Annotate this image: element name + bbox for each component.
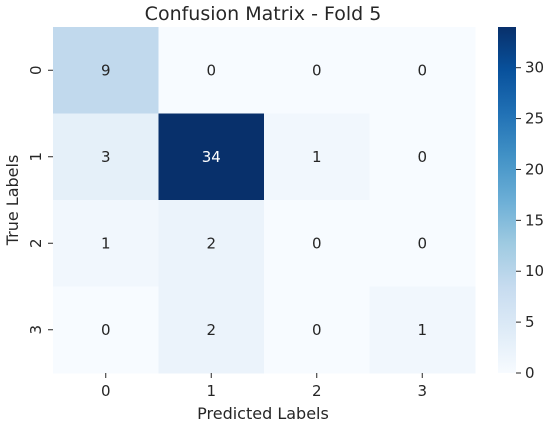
colorbar-tick-label: 5 [525,313,535,331]
colorbar-tick-label: 25 [525,110,544,128]
heatmap-cell [264,113,370,201]
cell-value-label: 0 [312,61,322,79]
colorbar-tick-label: 0 [525,364,535,382]
cell-value-label: 0 [417,148,427,166]
cell-value-label: 0 [206,61,216,79]
y-tick-label: 0 [27,65,45,75]
colorbar-tick-label: 20 [525,160,544,178]
x-axis-ticks: 0 1 2 3 [101,373,427,400]
heatmap-cell [158,113,265,201]
heatmap-cell [369,286,476,374]
colorbar [498,27,516,373]
cell-value-label: 1 [417,321,427,339]
cell-value-label: 34 [202,148,221,166]
colorbar-tick-label: 30 [525,59,544,77]
y-tick-label: 2 [27,238,45,248]
cell-value-label: 2 [206,321,216,339]
heatmap-cell [158,286,265,374]
cell-value-label: 9 [101,61,111,79]
heatmap-cell [369,113,476,201]
cell-value-label: 3 [101,148,111,166]
colorbar-tick-label: 15 [525,211,544,229]
x-tick-label: 3 [417,382,427,400]
cell-value-label: 1 [101,234,111,252]
colorbar-tick-label: 10 [525,262,544,280]
heatmap-cell [53,27,159,114]
x-tick-label: 0 [101,382,111,400]
x-tick-label: 1 [206,382,216,400]
y-tick-label: 3 [27,325,45,335]
colorbar-ticks: 0 5 10 15 20 25 30 [516,59,544,382]
heatmap-cell [158,27,265,114]
cell-value-label: 0 [312,234,322,252]
heatmap-cell [264,200,370,287]
cell-value-label: 0 [312,321,322,339]
cell-value-label: 2 [206,234,216,252]
heatmap-cells: 9 0 0 0 3 34 1 0 1 2 0 0 0 2 0 1 [53,27,476,374]
chart-title: Confusion Matrix - Fold 5 [145,3,382,25]
cell-value-label: 0 [417,61,427,79]
heatmap-cell [158,200,265,287]
heatmap-cell [53,200,159,287]
y-axis-ticks: 0 1 2 3 [27,65,53,335]
y-tick-label: 1 [27,152,45,162]
heatmap-cell [53,286,159,374]
x-tick-label: 2 [312,382,322,400]
cell-value-label: 0 [101,321,111,339]
heatmap-cell [369,27,476,114]
heatmap-cell [264,27,370,114]
heatmap-cell [264,286,370,374]
cell-value-label: 1 [312,148,322,166]
y-axis-label: True Labels [3,155,22,247]
heatmap-cell [369,200,476,287]
x-axis-label: Predicted Labels [197,404,329,423]
cell-value-label: 0 [417,234,427,252]
heatmap-cell [53,113,159,201]
